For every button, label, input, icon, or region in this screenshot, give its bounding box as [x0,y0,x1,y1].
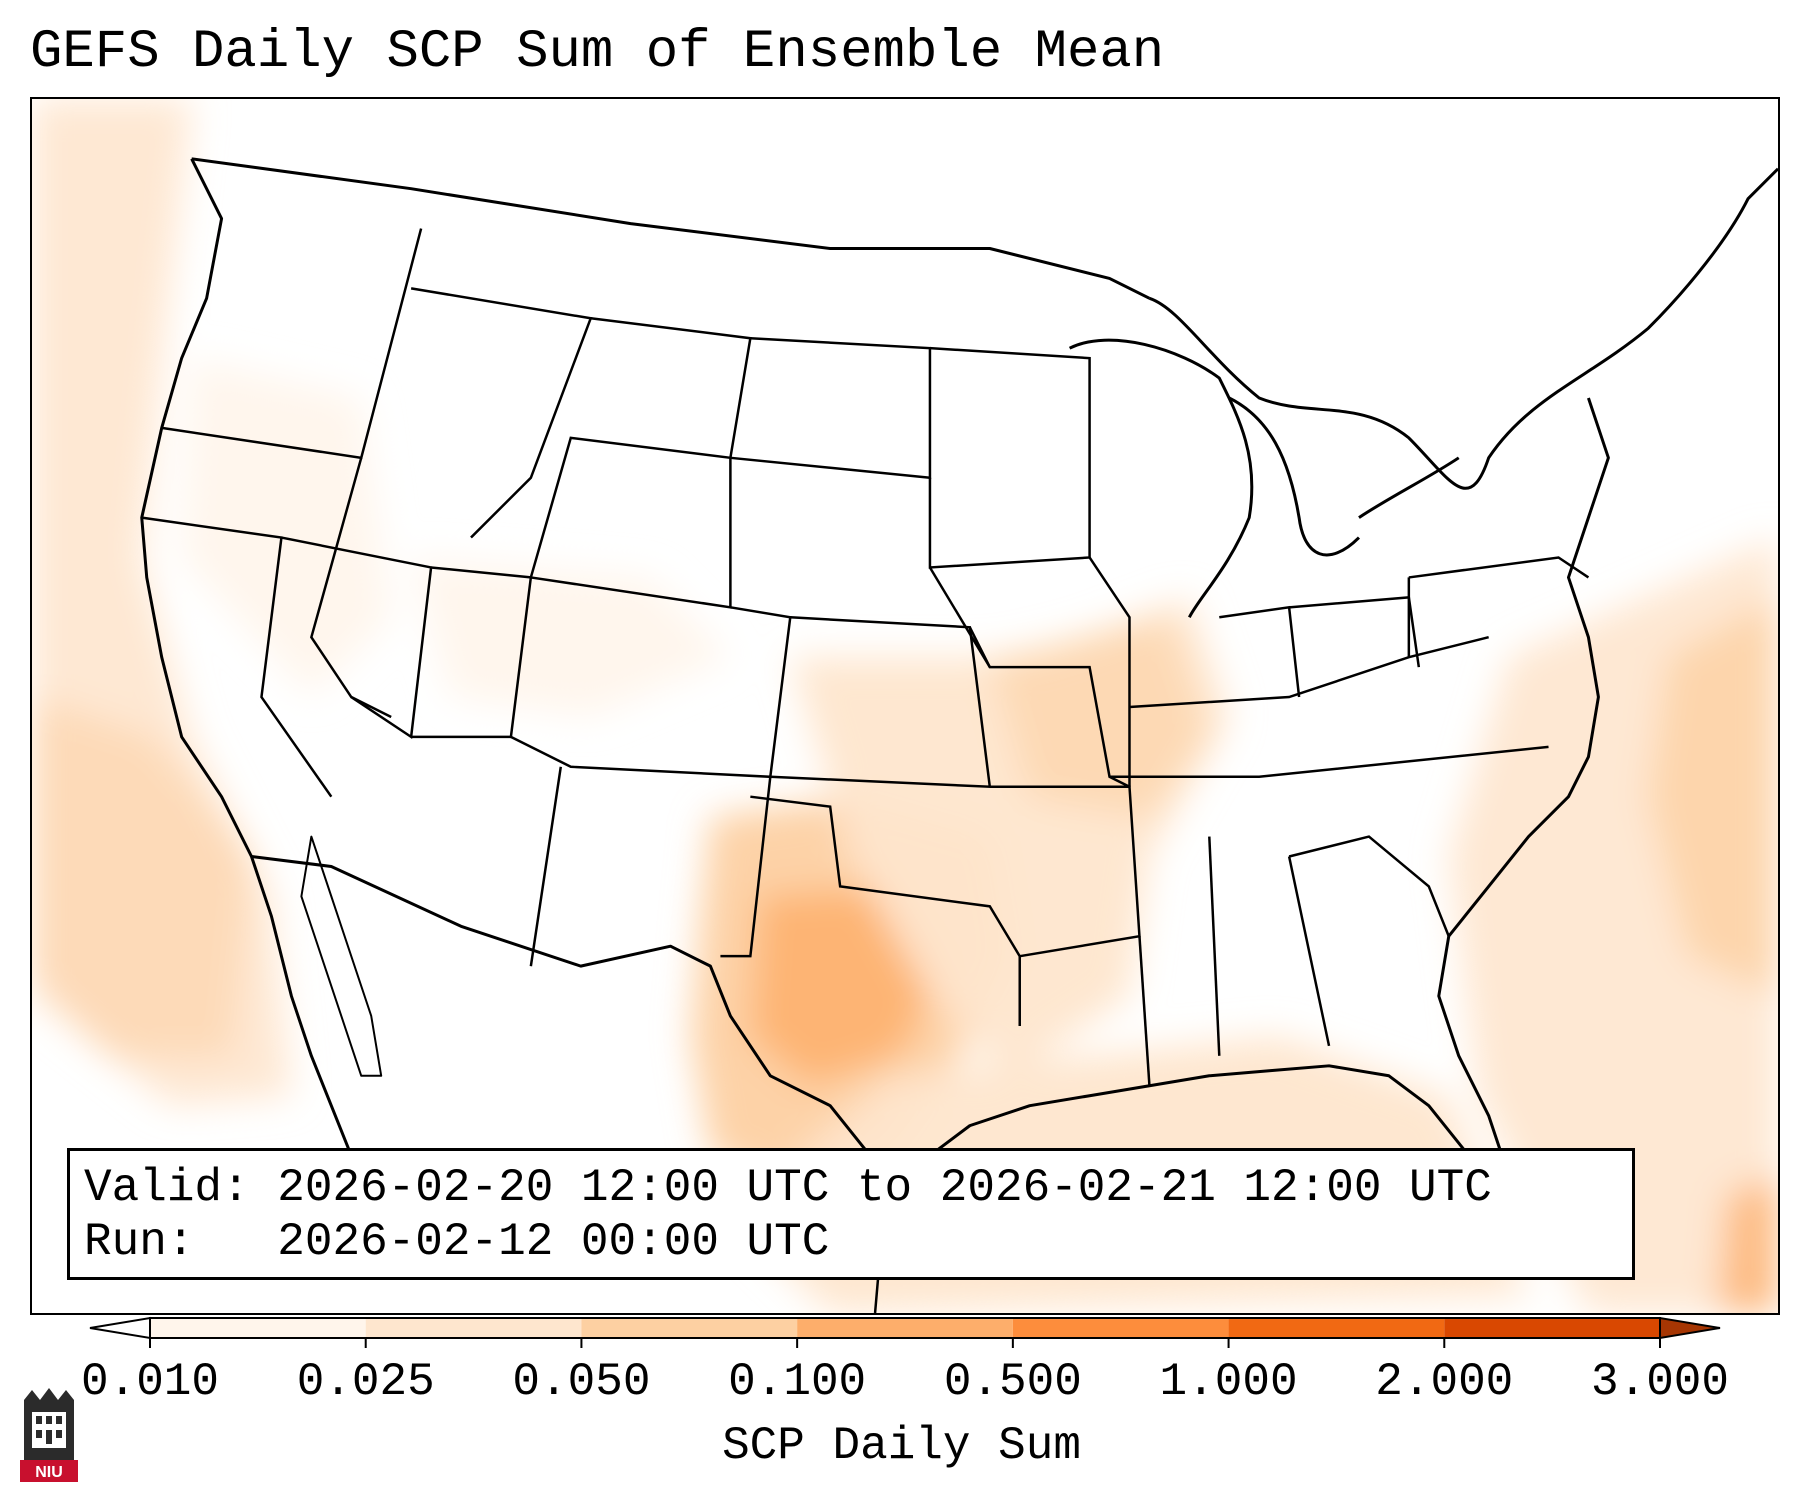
colorbar-segment [1444,1318,1660,1338]
colorbar-extend-low [89,1316,151,1340]
colorbar-segment [1228,1318,1445,1338]
map-title: GEFS Daily SCP Sum of Ensemble Mean [30,22,1165,83]
valid-time-range: 2026-02-20 12:00 UTC to 2026-02-21 12:00… [277,1162,1492,1214]
colorbar-tick-label: 0.025 [296,1356,435,1408]
valid-label: Valid: [84,1162,250,1214]
colorbar-segments [89,1316,1721,1348]
run-label: Run: [84,1216,195,1268]
colorbar-label: SCP Daily Sum [722,1420,1081,1472]
colorbar-tick-label: 0.500 [943,1356,1082,1408]
svg-text:NIU: NIU [35,1464,63,1481]
map-canvas [32,99,1778,1313]
run-time: 2026-02-12 00:00 UTC [277,1216,830,1268]
colorbar-segment [150,1318,366,1338]
colorbar-tick-label: 0.100 [728,1356,867,1408]
colorbar-extend-high [1659,1316,1721,1340]
colorbar-segment [797,1318,1013,1338]
niu-logo: NIU [20,1388,78,1482]
map-panel [30,97,1780,1315]
colorbar [89,1316,1721,1348]
colorbar-tick-label: 1.000 [1159,1356,1298,1408]
colorbar-segment [1012,1318,1229,1338]
colorbar-tick-label: 2.000 [1375,1356,1514,1408]
valid-run-info-box: Valid: 2026-02-20 12:00 UTC to 2026-02-2… [67,1148,1635,1280]
state-borders [141,228,1590,1086]
colorbar-segment [581,1318,798,1338]
scp-shading [32,99,1778,1313]
colorbar-tick-label: 0.050 [512,1356,651,1408]
colorbar-segment [365,1318,582,1338]
colorbar-tick-label: 0.010 [80,1356,220,1408]
colorbar-tick-label: 3.000 [1590,1356,1730,1408]
